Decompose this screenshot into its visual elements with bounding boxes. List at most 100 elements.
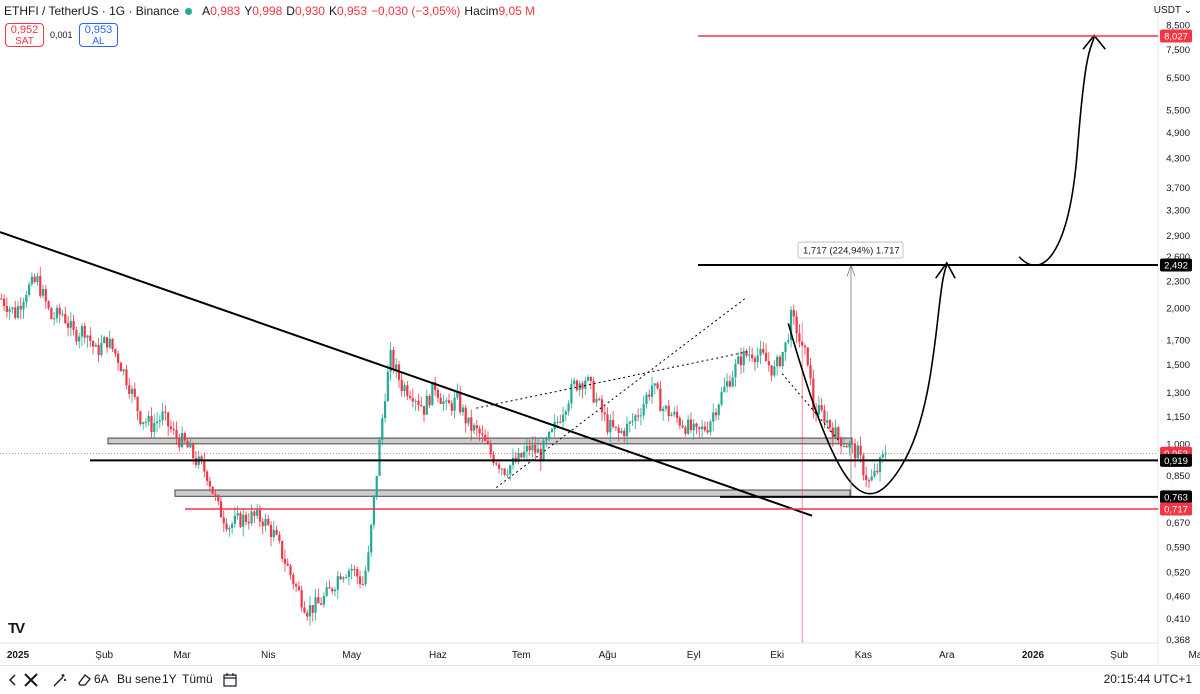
candle-body — [386, 371, 389, 402]
close-label: K — [328, 4, 337, 18]
sell-button[interactable]: 0,952 SAT — [5, 23, 44, 47]
candle-body — [122, 369, 125, 372]
x-tick-label: Eki — [770, 650, 784, 661]
candle-body — [228, 527, 231, 530]
chevron-left-icon[interactable] — [6, 673, 20, 687]
candle-body — [25, 295, 28, 303]
candle-body — [130, 388, 134, 394]
candle-body — [303, 607, 306, 613]
price-tag-label: 8,027 — [1164, 32, 1188, 43]
candle-body — [745, 350, 748, 356]
candle-body — [489, 443, 492, 455]
y-tick-label: 6,500 — [1166, 73, 1190, 84]
candle-body — [520, 453, 523, 458]
candle-body — [845, 446, 848, 448]
x-tick-label: Tem — [512, 650, 531, 661]
candle-body — [200, 456, 203, 462]
candle-body — [91, 341, 95, 347]
candle-body — [381, 418, 384, 440]
candle-body — [739, 356, 743, 366]
volume-value: 9,05 M — [498, 4, 536, 18]
candle-body — [820, 405, 823, 411]
candle-body — [339, 576, 342, 580]
price-tag — [1160, 29, 1192, 43]
candle-body — [39, 276, 42, 296]
x-tick-label: Kas — [855, 650, 872, 661]
candle-body — [659, 388, 662, 412]
candle-body — [281, 540, 284, 559]
date-range-icon[interactable] — [222, 672, 238, 688]
candle-body — [378, 439, 381, 476]
eraser-icon[interactable] — [76, 672, 92, 688]
candle-body — [595, 398, 598, 403]
candle-body — [275, 529, 278, 535]
currency-selector[interactable]: USDT ⌄ — [1153, 5, 1192, 16]
candle-body — [297, 586, 300, 591]
candle-body — [720, 391, 723, 405]
candle-body — [870, 476, 873, 481]
candle-body — [876, 470, 879, 473]
candle-body — [247, 521, 250, 524]
candle-body — [539, 448, 542, 462]
candle-body — [609, 420, 612, 433]
candle-body — [611, 420, 615, 427]
candle-body — [848, 443, 851, 448]
candle-body — [428, 395, 431, 406]
candle-body — [881, 454, 884, 458]
support-zone — [174, 489, 851, 497]
candle-body — [475, 425, 478, 429]
sell-price: 0,952 — [10, 24, 39, 36]
candle-body — [684, 427, 687, 434]
candle-body — [14, 307, 17, 318]
candle-body — [53, 318, 56, 320]
candle-body — [726, 381, 729, 387]
candle-body — [147, 415, 150, 422]
candle-body — [267, 518, 270, 525]
candle-body — [108, 338, 111, 348]
candle-body — [803, 345, 807, 348]
price-chart[interactable]: 1,717 (224,94%) 1.717 8,500 7,500 6,500 5,5… — [0, 0, 1200, 665]
y-tick-label: 0,590 — [1166, 543, 1190, 554]
candle-body — [695, 423, 698, 428]
range-1-year[interactable]: 1Y — [162, 672, 177, 686]
buy-button[interactable]: 0,953 AL — [79, 23, 118, 47]
candle-body — [503, 468, 506, 475]
candle-body — [142, 422, 145, 424]
candle-body — [600, 399, 604, 413]
candle-body — [150, 415, 153, 433]
candle-body — [158, 420, 161, 422]
range-6-months[interactable]: 6A — [94, 672, 109, 686]
price-tag-label: 2,492 — [1164, 261, 1188, 272]
candle-body — [180, 433, 184, 448]
candle-body — [203, 461, 206, 472]
candle-body — [389, 349, 392, 372]
candle-body — [737, 356, 740, 364]
candle-body — [873, 470, 876, 477]
candle-body — [356, 569, 359, 577]
candle-body — [673, 411, 676, 415]
x-logo-icon[interactable] — [24, 673, 38, 687]
symbol-title[interactable]: ETHFI / TetherUS · 1G · Binance — [4, 4, 180, 18]
candle-body — [292, 574, 295, 585]
candle-body — [445, 400, 448, 402]
range-all[interactable]: Tümü — [182, 672, 213, 686]
candle-body — [144, 421, 148, 423]
candle-body — [834, 427, 837, 439]
candle-body — [28, 284, 31, 296]
candle-body — [414, 400, 417, 402]
x-tick-label: 2025 — [7, 650, 30, 661]
candle-body — [792, 309, 795, 317]
candle-body — [136, 397, 139, 412]
candle-body — [762, 348, 765, 353]
y-tick-label: 5,500 — [1166, 106, 1190, 117]
candle-body — [598, 398, 601, 400]
range-ytd[interactable]: Bu sene — [117, 672, 162, 686]
candle-body — [623, 430, 626, 437]
candle-body — [50, 308, 53, 320]
spread-value: 0,001 — [50, 30, 73, 40]
candle-body — [603, 412, 606, 415]
candle-body — [261, 521, 264, 527]
magic-wand-icon[interactable] — [52, 672, 68, 688]
candle-body — [828, 420, 832, 428]
